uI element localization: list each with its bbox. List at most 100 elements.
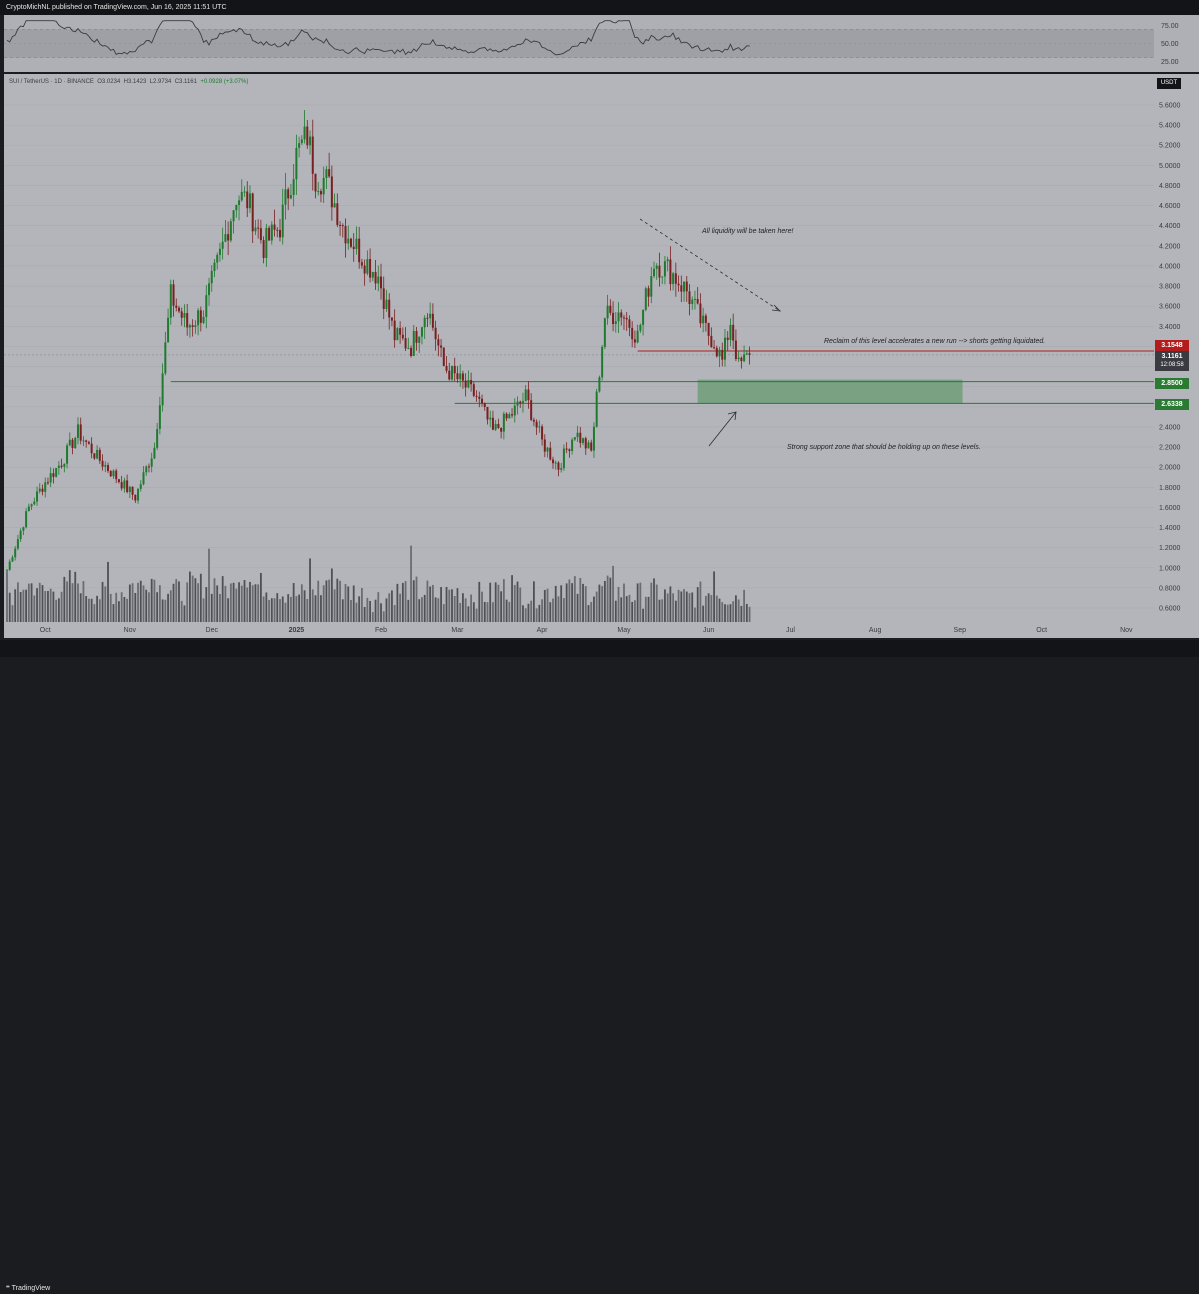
- candle-body: [169, 284, 172, 318]
- symbol-name[interactable]: SUI / TetherUS · 1D · BINANCE: [9, 79, 94, 85]
- candle-body: [254, 227, 257, 232]
- candle-body: [115, 470, 118, 480]
- volume-bar: [748, 606, 751, 622]
- candle-body: [202, 316, 205, 323]
- time-tick-label: Aug: [869, 627, 882, 634]
- volume-bar: [664, 589, 666, 622]
- volume-bar: [131, 583, 134, 622]
- volume-bar: [219, 593, 221, 622]
- candle-body: [434, 327, 437, 340]
- candle-body: [663, 261, 666, 277]
- volume-bar: [153, 579, 156, 622]
- volume-bar: [568, 579, 571, 622]
- volume-bar: [688, 593, 691, 622]
- volume-bar: [49, 588, 52, 622]
- volume-bar: [38, 582, 41, 622]
- volume-bar: [724, 604, 726, 622]
- candle-body: [128, 486, 131, 493]
- candle-body: [390, 317, 393, 321]
- price-tick-label: 1.4000: [1159, 525, 1181, 532]
- volume-bar: [150, 578, 153, 622]
- candle-body: [352, 246, 355, 250]
- volume-bar: [565, 583, 568, 622]
- price-tick-label: 3.8000: [1159, 284, 1181, 291]
- volume-bar: [243, 580, 246, 622]
- volume-bar: [434, 597, 437, 622]
- volume-bar: [393, 605, 396, 622]
- volume-bar: [552, 598, 554, 622]
- price-tick-label: 3.4000: [1159, 324, 1181, 331]
- volume-bar: [186, 582, 189, 622]
- candle-body: [622, 317, 625, 319]
- volume-bar: [142, 585, 145, 622]
- volume-bar: [502, 579, 505, 622]
- candle-body: [726, 337, 729, 340]
- candle-body: [164, 342, 167, 374]
- candle-body: [347, 238, 350, 244]
- volume-bar: [161, 599, 164, 622]
- volume-bar: [262, 596, 265, 622]
- candle-body: [513, 405, 516, 416]
- candle-body: [358, 238, 361, 263]
- rsi-line: [6, 20, 750, 56]
- volume-bar: [464, 598, 467, 622]
- candle-body: [180, 311, 183, 318]
- volume-bar: [109, 593, 112, 622]
- candle-body: [134, 494, 137, 501]
- candle-body: [429, 313, 432, 319]
- volume-bar: [66, 581, 68, 622]
- brand-name: TradingView: [11, 1285, 51, 1292]
- candle-body: [36, 491, 39, 502]
- price-tick-label: 4.2000: [1159, 243, 1181, 250]
- volume-bar: [680, 591, 683, 622]
- candle-body: [341, 225, 344, 227]
- price-tick-label: 1.0000: [1159, 565, 1181, 572]
- volume-bar: [371, 612, 374, 622]
- candle-body: [549, 447, 552, 460]
- candle-body: [158, 405, 161, 429]
- volume-bar: [740, 605, 743, 622]
- volume-bar: [475, 608, 478, 622]
- volume-bar: [647, 596, 650, 622]
- currency-tag[interactable]: USDT: [1157, 78, 1181, 89]
- volume-bar: [238, 582, 240, 622]
- candle-body: [546, 447, 549, 452]
- volume-bar: [650, 582, 653, 622]
- candle-body: [30, 504, 33, 507]
- volume-bar: [598, 584, 601, 622]
- candle-body: [442, 347, 445, 366]
- candle-body: [723, 337, 726, 360]
- time-tick-label: Feb: [375, 627, 387, 634]
- price-tag-zone-bottom: 2.6338: [1155, 399, 1189, 410]
- candle-body: [565, 448, 568, 450]
- volume-bar: [344, 584, 347, 622]
- volume-bar: [295, 596, 298, 622]
- candle-body: [680, 285, 683, 292]
- volume-bar: [549, 602, 552, 622]
- candle-body: [317, 191, 320, 193]
- candle-body: [139, 484, 142, 489]
- candle-body: [175, 305, 178, 308]
- volume-bar: [93, 604, 96, 622]
- volume-bar: [290, 596, 292, 622]
- volume-bar: [208, 548, 210, 622]
- volume-bar: [538, 604, 541, 622]
- price-tick-label: 5.4000: [1159, 123, 1181, 130]
- candle-body: [8, 561, 11, 570]
- candle-body: [27, 506, 30, 512]
- volume-bar: [191, 575, 194, 622]
- candle-body: [101, 460, 104, 467]
- volume-bar: [213, 578, 216, 622]
- candle-body: [612, 312, 615, 325]
- time-axis[interactable]: Oct Nov Dec 2025 Feb Mar Apr May Jun Jul Aug Sep Oct…: [4, 622, 1199, 638]
- price-tick-label: 3.6000: [1159, 304, 1181, 311]
- candle-body: [76, 424, 79, 438]
- volume-bar: [172, 583, 175, 622]
- volume-bar: [603, 580, 606, 622]
- candle-body: [737, 357, 740, 360]
- candle-body: [98, 449, 101, 461]
- time-tick-label: May: [617, 627, 631, 634]
- price-tick-label: 5.0000: [1159, 163, 1181, 170]
- price-tick-label: 4.6000: [1159, 203, 1181, 210]
- candle-body: [109, 470, 112, 477]
